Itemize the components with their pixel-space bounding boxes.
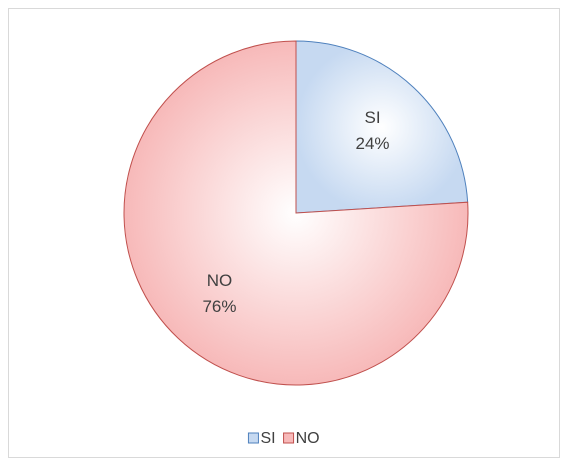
legend-label: NO (296, 430, 320, 447)
legend-swatch (283, 432, 295, 444)
data-label-value: 76% (202, 297, 236, 316)
data-label-name: NO (207, 271, 233, 290)
legend-swatch (247, 432, 259, 444)
pie-slice (295, 40, 469, 214)
data-label-name: SI (365, 108, 381, 127)
legend-label: SI (260, 430, 275, 447)
pie-slice (123, 40, 469, 386)
data-label-value: 24% (356, 134, 390, 153)
